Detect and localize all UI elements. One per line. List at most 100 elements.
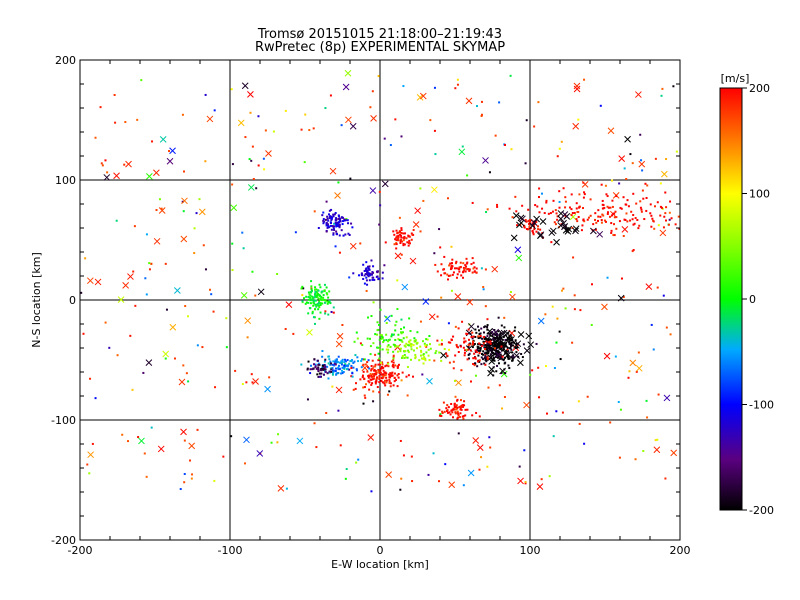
data-point <box>678 227 681 230</box>
data-point <box>374 369 377 372</box>
data-point <box>510 343 513 346</box>
data-point <box>352 272 355 275</box>
data-point <box>366 272 369 275</box>
data-point <box>496 364 499 367</box>
data-point <box>142 371 145 374</box>
data-point <box>366 337 369 340</box>
data-point <box>606 276 609 279</box>
data-point <box>600 219 603 222</box>
data-point <box>251 145 254 148</box>
data-point <box>165 308 168 311</box>
data-point <box>482 331 485 334</box>
data-point-cross <box>517 359 524 367</box>
data-point <box>672 85 675 88</box>
data-point <box>471 414 474 417</box>
data-point <box>606 212 609 215</box>
data-point <box>366 283 369 286</box>
data-point <box>645 399 648 402</box>
chart-title: Tromsø 20151015 21:18:00–21:19:43 <box>257 27 503 42</box>
data-point <box>358 274 361 277</box>
data-point <box>459 266 462 269</box>
data-point <box>129 334 132 337</box>
data-point <box>400 339 403 342</box>
data-point <box>495 348 498 351</box>
data-point <box>330 367 333 370</box>
data-point <box>339 361 342 364</box>
data-point <box>578 422 581 425</box>
data-point-cross <box>495 341 502 348</box>
data-point <box>440 359 443 362</box>
data-point <box>381 367 384 370</box>
data-point <box>556 317 559 320</box>
data-point <box>363 274 366 277</box>
data-point <box>311 289 314 292</box>
data-point <box>554 209 557 212</box>
data-point <box>392 230 395 233</box>
data-point <box>384 365 387 368</box>
data-point <box>477 354 480 357</box>
data-point <box>381 348 384 351</box>
data-point <box>473 364 476 367</box>
data-point <box>485 360 488 363</box>
data-point <box>664 191 667 194</box>
data-point-cross <box>525 332 533 340</box>
data-point <box>395 243 398 246</box>
data-point <box>459 405 462 408</box>
data-point <box>368 374 371 377</box>
data-point <box>400 135 403 138</box>
data-point <box>334 359 337 362</box>
data-point <box>485 346 488 349</box>
data-point <box>344 363 347 366</box>
data-point-cross <box>670 449 678 457</box>
data-point <box>255 187 258 190</box>
data-point <box>489 334 492 337</box>
data-point <box>649 212 652 215</box>
data-point <box>307 298 310 301</box>
data-point <box>656 438 659 441</box>
data-point <box>459 412 462 415</box>
data-point <box>424 359 427 362</box>
data-point <box>331 367 334 370</box>
data-point <box>425 344 428 347</box>
y-tick-label: -200 <box>51 534 76 547</box>
data-point <box>433 252 436 255</box>
data-point <box>440 274 443 277</box>
data-point <box>368 388 371 391</box>
data-point <box>181 113 184 116</box>
data-point-cross <box>431 186 438 194</box>
colorbar-tick-label: -100 <box>749 399 774 412</box>
data-point <box>388 380 391 383</box>
data-point <box>460 369 463 372</box>
data-point <box>329 302 332 305</box>
data-point <box>330 217 333 220</box>
data-point <box>643 218 646 221</box>
data-point <box>502 346 505 349</box>
data-point <box>459 408 462 411</box>
data-point <box>489 346 492 349</box>
data-point <box>392 357 395 360</box>
data-point <box>506 348 509 351</box>
data-point <box>365 261 368 264</box>
data-point <box>362 277 365 280</box>
data-point-cross <box>537 232 544 240</box>
data-point-cross <box>603 352 611 360</box>
data-point <box>446 404 449 407</box>
data-point <box>322 368 325 371</box>
data-point <box>622 196 625 199</box>
data-point <box>462 262 465 265</box>
data-point <box>486 328 489 331</box>
data-point <box>463 404 466 407</box>
data-point <box>315 367 318 370</box>
data-point <box>639 133 642 136</box>
data-point <box>577 118 580 121</box>
data-point <box>369 273 372 276</box>
data-point <box>613 234 616 237</box>
data-point <box>590 323 593 326</box>
data-point <box>632 192 635 195</box>
data-point <box>182 364 185 367</box>
data-point <box>457 412 460 415</box>
data-point <box>440 263 443 266</box>
data-point <box>150 426 153 429</box>
data-point <box>428 343 431 346</box>
data-point <box>317 363 320 366</box>
